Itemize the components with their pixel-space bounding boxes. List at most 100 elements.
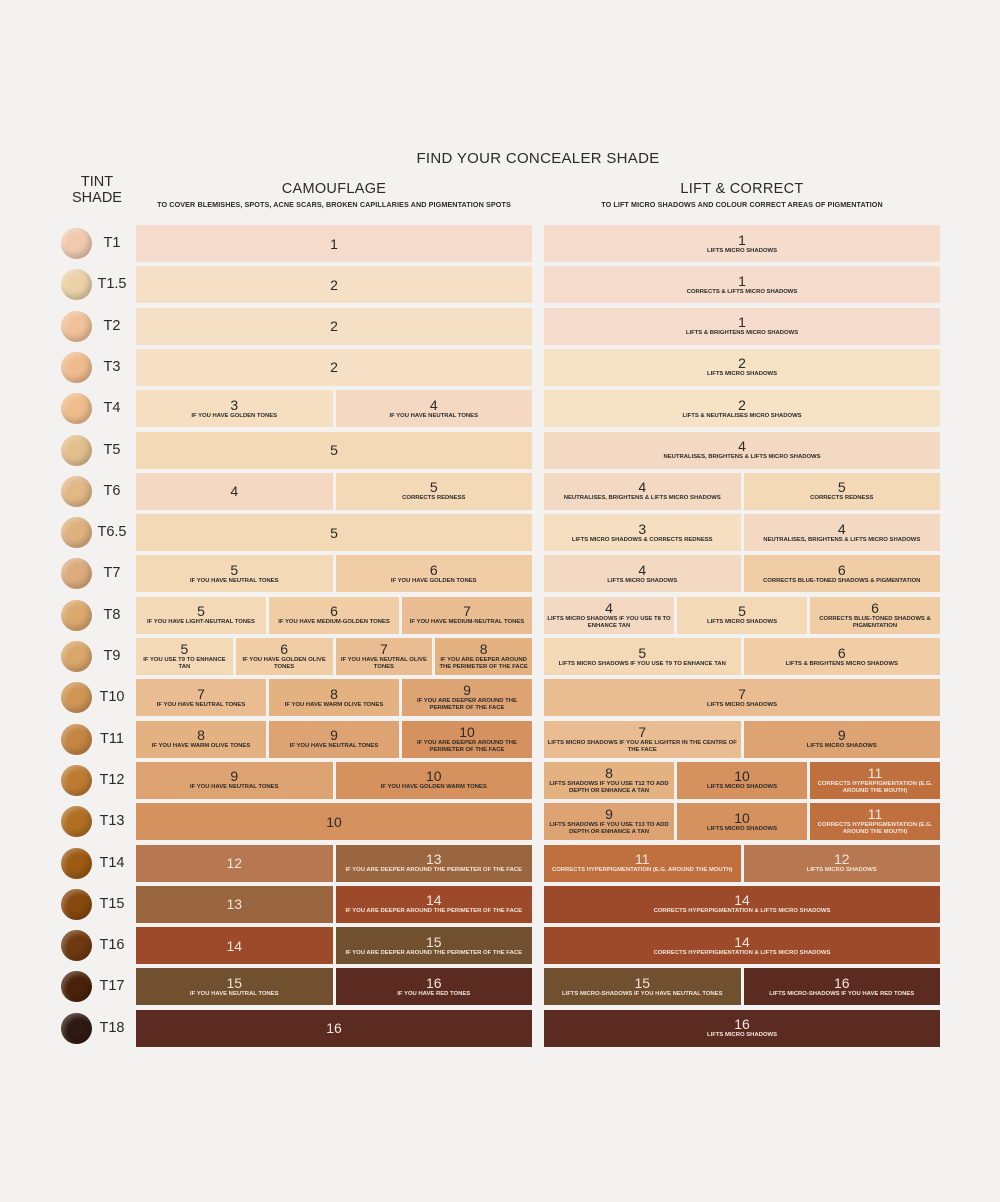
tint-label: T5: [103, 441, 121, 458]
concealer-note: NEUTRALISES, BRIGHTENS & LIFTS MICRO SHA…: [663, 454, 821, 460]
concealer-number: 5: [638, 644, 647, 661]
concealer-note: IF YOU HAVE GOLDEN TONES: [191, 412, 278, 419]
camo-cell: 4 IF YOU HAVE NEUTRAL TONES: [335, 390, 532, 428]
lift-cell: 10 LIFTS MICRO SHADOWS: [677, 761, 807, 799]
concealer-number: 10: [326, 813, 342, 830]
tint-swatch: [61, 475, 92, 507]
camo-cell: 5 IF YOU USE T9 TO ENHANCE TAN: [136, 638, 233, 675]
tint-label: T18: [99, 1019, 125, 1036]
concealer-number: 10: [734, 809, 750, 826]
concealer-note: IF YOU HAVE GOLDEN TONES: [390, 577, 477, 584]
concealer-number: 16: [326, 1020, 342, 1037]
concealer-number: 14: [734, 892, 750, 909]
tint-label: T11: [100, 730, 124, 747]
concealer-number: 1: [738, 231, 746, 248]
concealer-number: 10: [425, 768, 442, 785]
shade-row: T6.5 5 3 LIFTS MICRO SHADOWS & CORRECTS RED…: [0, 514, 1000, 552]
tint-label: T6: [103, 482, 121, 499]
shade-row: T18 16 16 LIFTS MICRO SHADOWS: [0, 1009, 1000, 1047]
concealer-note: LIFTS MICRO SHADOWS IF YOU ARE LIGHTER I…: [547, 739, 737, 753]
camo-cell: 6 IF YOU HAVE GOLDEN TONES: [335, 555, 532, 593]
lift-cell: 2 LIFTS MICRO SHADOWS: [544, 348, 940, 386]
camo-cell: 3 IF YOU HAVE GOLDEN TONES: [136, 390, 333, 428]
concealer-note: LIFTS MICRO SHADOWS & CORRECTS REDNESS: [571, 536, 713, 543]
tint-swatch: [61, 682, 92, 714]
camo-cell: 9 IF YOU HAVE NEUTRAL TONES: [269, 720, 399, 758]
concealer-number: 4: [429, 396, 438, 413]
shade-row: T1.5 2 1 CORRECTS & LIFTS MICRO SHADOWS: [0, 266, 1000, 304]
camo-cell: 5 CORRECTS REDNESS: [335, 472, 532, 510]
concealer-note: LIFTS MICRO SHADOWS: [706, 701, 778, 708]
concealer-number: 5: [230, 561, 239, 578]
lift-cell: 4 NEUTRALISES, BRIGHTENS & LIFTS MICRO SH…: [544, 431, 940, 469]
concealer-number: 16: [425, 974, 442, 991]
concealer-number: 10: [734, 768, 750, 785]
camo-cell: 8 IF YOU HAVE WARM OLIVE TONES: [269, 679, 399, 717]
concealer-number: 9: [605, 806, 613, 823]
concealer-note: LIFTS MICRO SHADOWS: [607, 577, 678, 584]
concealer-number: 9: [330, 727, 338, 744]
concealer-note: LIFTS MICRO SHADOWS: [706, 619, 778, 626]
lift-cell: 11 CORRECTS HYPERPIGMENTATION (E.G. AROUN…: [810, 761, 940, 799]
camo-cell: 4: [136, 472, 333, 510]
concealer-number: 12: [833, 851, 850, 867]
concealer-note: IF YOU HAVE LIGHT-NEUTRAL TONES: [147, 619, 255, 626]
concealer-note: LIFTS & BRIGHTENS MICRO SHADOWS: [685, 330, 799, 337]
concealer-note: CORRECTS REDNESS: [402, 495, 466, 502]
camo-cell: 7 IF YOU HAVE NEUTRAL TONES: [136, 679, 266, 717]
lift-cell: 14 CORRECTS HYPERPIGMENTATION & LIFTS MIC…: [544, 927, 940, 965]
concealer-number: 6: [871, 599, 879, 616]
concealer-note: IF YOU HAVE WARM OLIVE TONES: [151, 743, 251, 750]
camo-cell: 9 IF YOU HAVE NEUTRAL TONES: [136, 761, 333, 799]
concealer-note: LIFTS SHADOWS IF YOU USE T13 TO ADD DEPT…: [549, 822, 669, 836]
concealer-number: 13: [226, 896, 243, 913]
tint-swatch: [61, 723, 92, 755]
lift-cell: 4 LIFTS MICRO SHADOWS: [544, 555, 741, 593]
camo-cell: 13 IF YOU ARE DEEPER AROUND THE PERIMETER…: [335, 844, 532, 882]
concealer-number: 16: [734, 1016, 750, 1033]
concealer-note: IF YOU ARE DEEPER AROUND THE PERIMETER O…: [345, 867, 523, 873]
lift-cell: 7 LIFTS MICRO SHADOWS: [544, 679, 940, 717]
lift-cell: 3 LIFTS MICRO SHADOWS & CORRECTS REDNESS: [544, 514, 741, 552]
concealer-note: CORRECTS HYPERPIGMENTATION & LIFTS MICRO…: [653, 949, 831, 956]
concealer-number: 4: [638, 561, 647, 578]
concealer-note: IF YOU HAVE RED TONES: [397, 990, 471, 997]
camo-cell: 5: [136, 514, 532, 552]
concealer-number: 4: [605, 599, 613, 616]
lift-cell: 1 LIFTS MICRO SHADOWS: [544, 225, 940, 262]
concealer-number: 14: [734, 933, 750, 950]
concealer-number: 4: [738, 438, 746, 454]
tint-swatch: [61, 888, 92, 920]
page-title: FIND YOUR CONCEALER SHADE: [416, 150, 660, 167]
concealer-number: 9: [230, 768, 239, 785]
concealer-number: 10: [459, 723, 475, 740]
tint-label: T15: [99, 895, 125, 912]
concealer-note: LIFTS MICRO SHADOWS: [706, 784, 778, 791]
concealer-note: CORRECTS & LIFTS MICRO SHADOWS: [686, 288, 798, 295]
concealer-number: 11: [867, 806, 883, 823]
concealer-note: LIFTS & BRIGHTENS MICRO SHADOWS: [785, 660, 898, 667]
tint-label: T2: [103, 317, 121, 334]
tint-swatch: [61, 847, 92, 879]
concealer-note: CORRECTS BLUE-TONED SHADOWS & PIGMENTATI…: [819, 615, 931, 629]
tint-swatch: [61, 269, 92, 301]
tint-swatch: [61, 764, 92, 796]
tint-swatch: [61, 310, 92, 342]
concealer-note: LIFTS MICRO-SHADOWS IF YOU HAVE NEUTRAL …: [561, 990, 723, 997]
concealer-note: CORRECTS HYPERPIGMENTATION (E.G. AROUND …: [817, 780, 933, 794]
concealer-note: IF YOU HAVE GOLDEN WARM TONES: [380, 784, 487, 791]
concealer-number: 11: [867, 764, 883, 781]
camo-cell: 16 IF YOU HAVE RED TONES: [335, 968, 532, 1006]
camo-cell: 7 IF YOU HAVE MEDIUM-NEUTRAL TONES: [402, 596, 532, 634]
concealer-note: CORRECTS HYPERPIGMENTATION & LIFTS MICRO…: [653, 908, 831, 915]
camo-cell: 16: [136, 1009, 532, 1047]
lift-cell: 15 LIFTS MICRO-SHADOWS IF YOU HAVE NEUTRA…: [544, 968, 741, 1006]
lift-correct-subtitle: TO LIFT MICRO SHADOWS AND COLOUR CORRECT…: [601, 200, 883, 209]
concealer-number: 6: [837, 644, 846, 661]
concealer-number: 4: [638, 479, 647, 496]
tint-swatch: [61, 930, 92, 962]
concealer-number: 5: [330, 442, 338, 458]
camo-cell: 1: [136, 225, 532, 262]
concealer-note: CORRECTS REDNESS: [810, 495, 874, 502]
shade-row: T10 7 IF YOU HAVE NEUTRAL TONES 8 IF YOU HAV…: [0, 679, 1000, 717]
